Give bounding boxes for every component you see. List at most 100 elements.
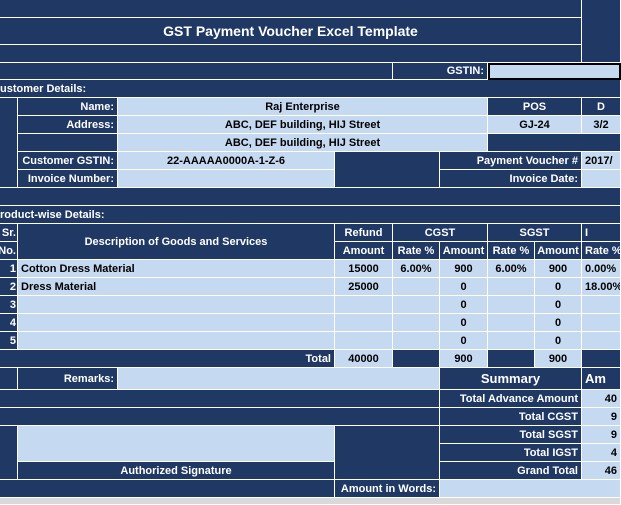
cell [440,480,621,498]
1-cell [488,278,535,296]
voucher-no: 2017/ [582,152,621,170]
4-cell: 46 [582,462,621,480]
4-cell [335,332,393,350]
amount-in-words-label: Amount in Words: [335,480,440,498]
2-cell [393,296,440,314]
invoice-date-label: Invoice Date: [440,170,582,188]
4-cell [393,332,440,350]
title: GST Payment Voucher Excel Template [0,18,582,45]
cell [0,45,582,63]
address-line1: ABC, DEF building, HIJ Street [118,116,488,134]
amount-header: Am [582,368,621,390]
4-cell: 0 [535,332,582,350]
igst-rate: Rate % [582,242,621,260]
signature-label: Authorized Signature [18,462,335,480]
3-cell [582,314,621,332]
3-cell [488,314,535,332]
remarks-label: Remarks: [18,368,118,390]
igst: I [582,224,621,242]
cell [335,426,440,480]
label: Total [0,350,335,368]
2-cell [18,296,335,314]
cell [0,390,440,408]
cell [582,350,621,368]
sgst: SGST [488,224,582,242]
1-cell: Dress Material [18,278,335,296]
0-cell: 900 [535,260,582,278]
cgst: CGST [393,224,488,242]
0-cell: Cotton Dress Material [18,260,335,278]
4-cell: 0 [440,332,488,350]
cell [0,426,18,480]
0-cell: 1 [0,260,18,278]
3-cell: 0 [535,314,582,332]
refund-2: Amount [335,242,393,260]
section-label: roduct-wise Details: [0,206,621,224]
2-cell [335,296,393,314]
sr-no-2: No. [0,242,18,260]
cgst: 900 [440,350,488,368]
0-cell: 40 [582,390,621,408]
3-cell: 4 [582,444,621,462]
cell [0,0,582,18]
0-cell: 15000 [335,260,393,278]
cell [118,368,440,390]
cell [393,350,440,368]
sgst-rate: Rate % [488,242,535,260]
1-cell: 9 [582,408,621,426]
0-cell: Total Advance Amount [440,390,582,408]
4-cell [488,332,535,350]
description: Description of Goods and Services [18,224,335,260]
3-cell [393,314,440,332]
section-label: ustomer Details: [0,80,621,98]
4-cell [582,332,621,350]
cell [0,98,18,188]
1-cell [393,278,440,296]
address-label: Address: [18,116,118,134]
title: Summary [440,368,582,390]
gstin: 22-AAAAA0000A-1-Z-6 [118,152,335,170]
cell [488,63,621,80]
1-cell: 0 [440,278,488,296]
0-cell: 6.00% [393,260,440,278]
2-cell: Total SGST [440,426,582,444]
refund-1: Refund [335,224,393,242]
2-cell: 3 [0,296,18,314]
cell [0,480,335,498]
3-cell [335,314,393,332]
cgst-amount: Amount [440,242,488,260]
2-cell: 0 [535,296,582,314]
gstin-label: GSTIN: [393,63,488,80]
cell [0,63,393,80]
right-header: D [582,98,621,116]
0-cell: 0.00% [582,260,621,278]
2-cell [582,296,621,314]
3-cell: Total IGST [440,444,582,462]
name-label: Name: [18,98,118,116]
address-line2: ABC, DEF building, HIJ Street [118,134,488,152]
2-cell: 0 [440,296,488,314]
sr-no-1: Sr. [0,224,18,242]
4-cell: 5 [0,332,18,350]
cell [582,0,621,63]
4-cell [18,332,335,350]
right-value: 3/2 [582,116,621,134]
cell [18,134,118,152]
2-cell [488,296,535,314]
1-cell: 25000 [335,278,393,296]
cell [335,152,440,188]
1-cell: 0 [535,278,582,296]
4-cell: Grand Total [440,462,582,480]
3-cell: 4 [0,314,18,332]
cell [0,408,440,426]
cell [0,498,621,505]
cell [488,134,621,152]
sgst: 900 [535,350,582,368]
2-cell: 9 [582,426,621,444]
refund: 40000 [335,350,393,368]
1-cell: Total CGST [440,408,582,426]
1-cell: 2 [0,278,18,296]
cell [582,170,621,188]
1-cell: 18.00% [582,278,621,296]
